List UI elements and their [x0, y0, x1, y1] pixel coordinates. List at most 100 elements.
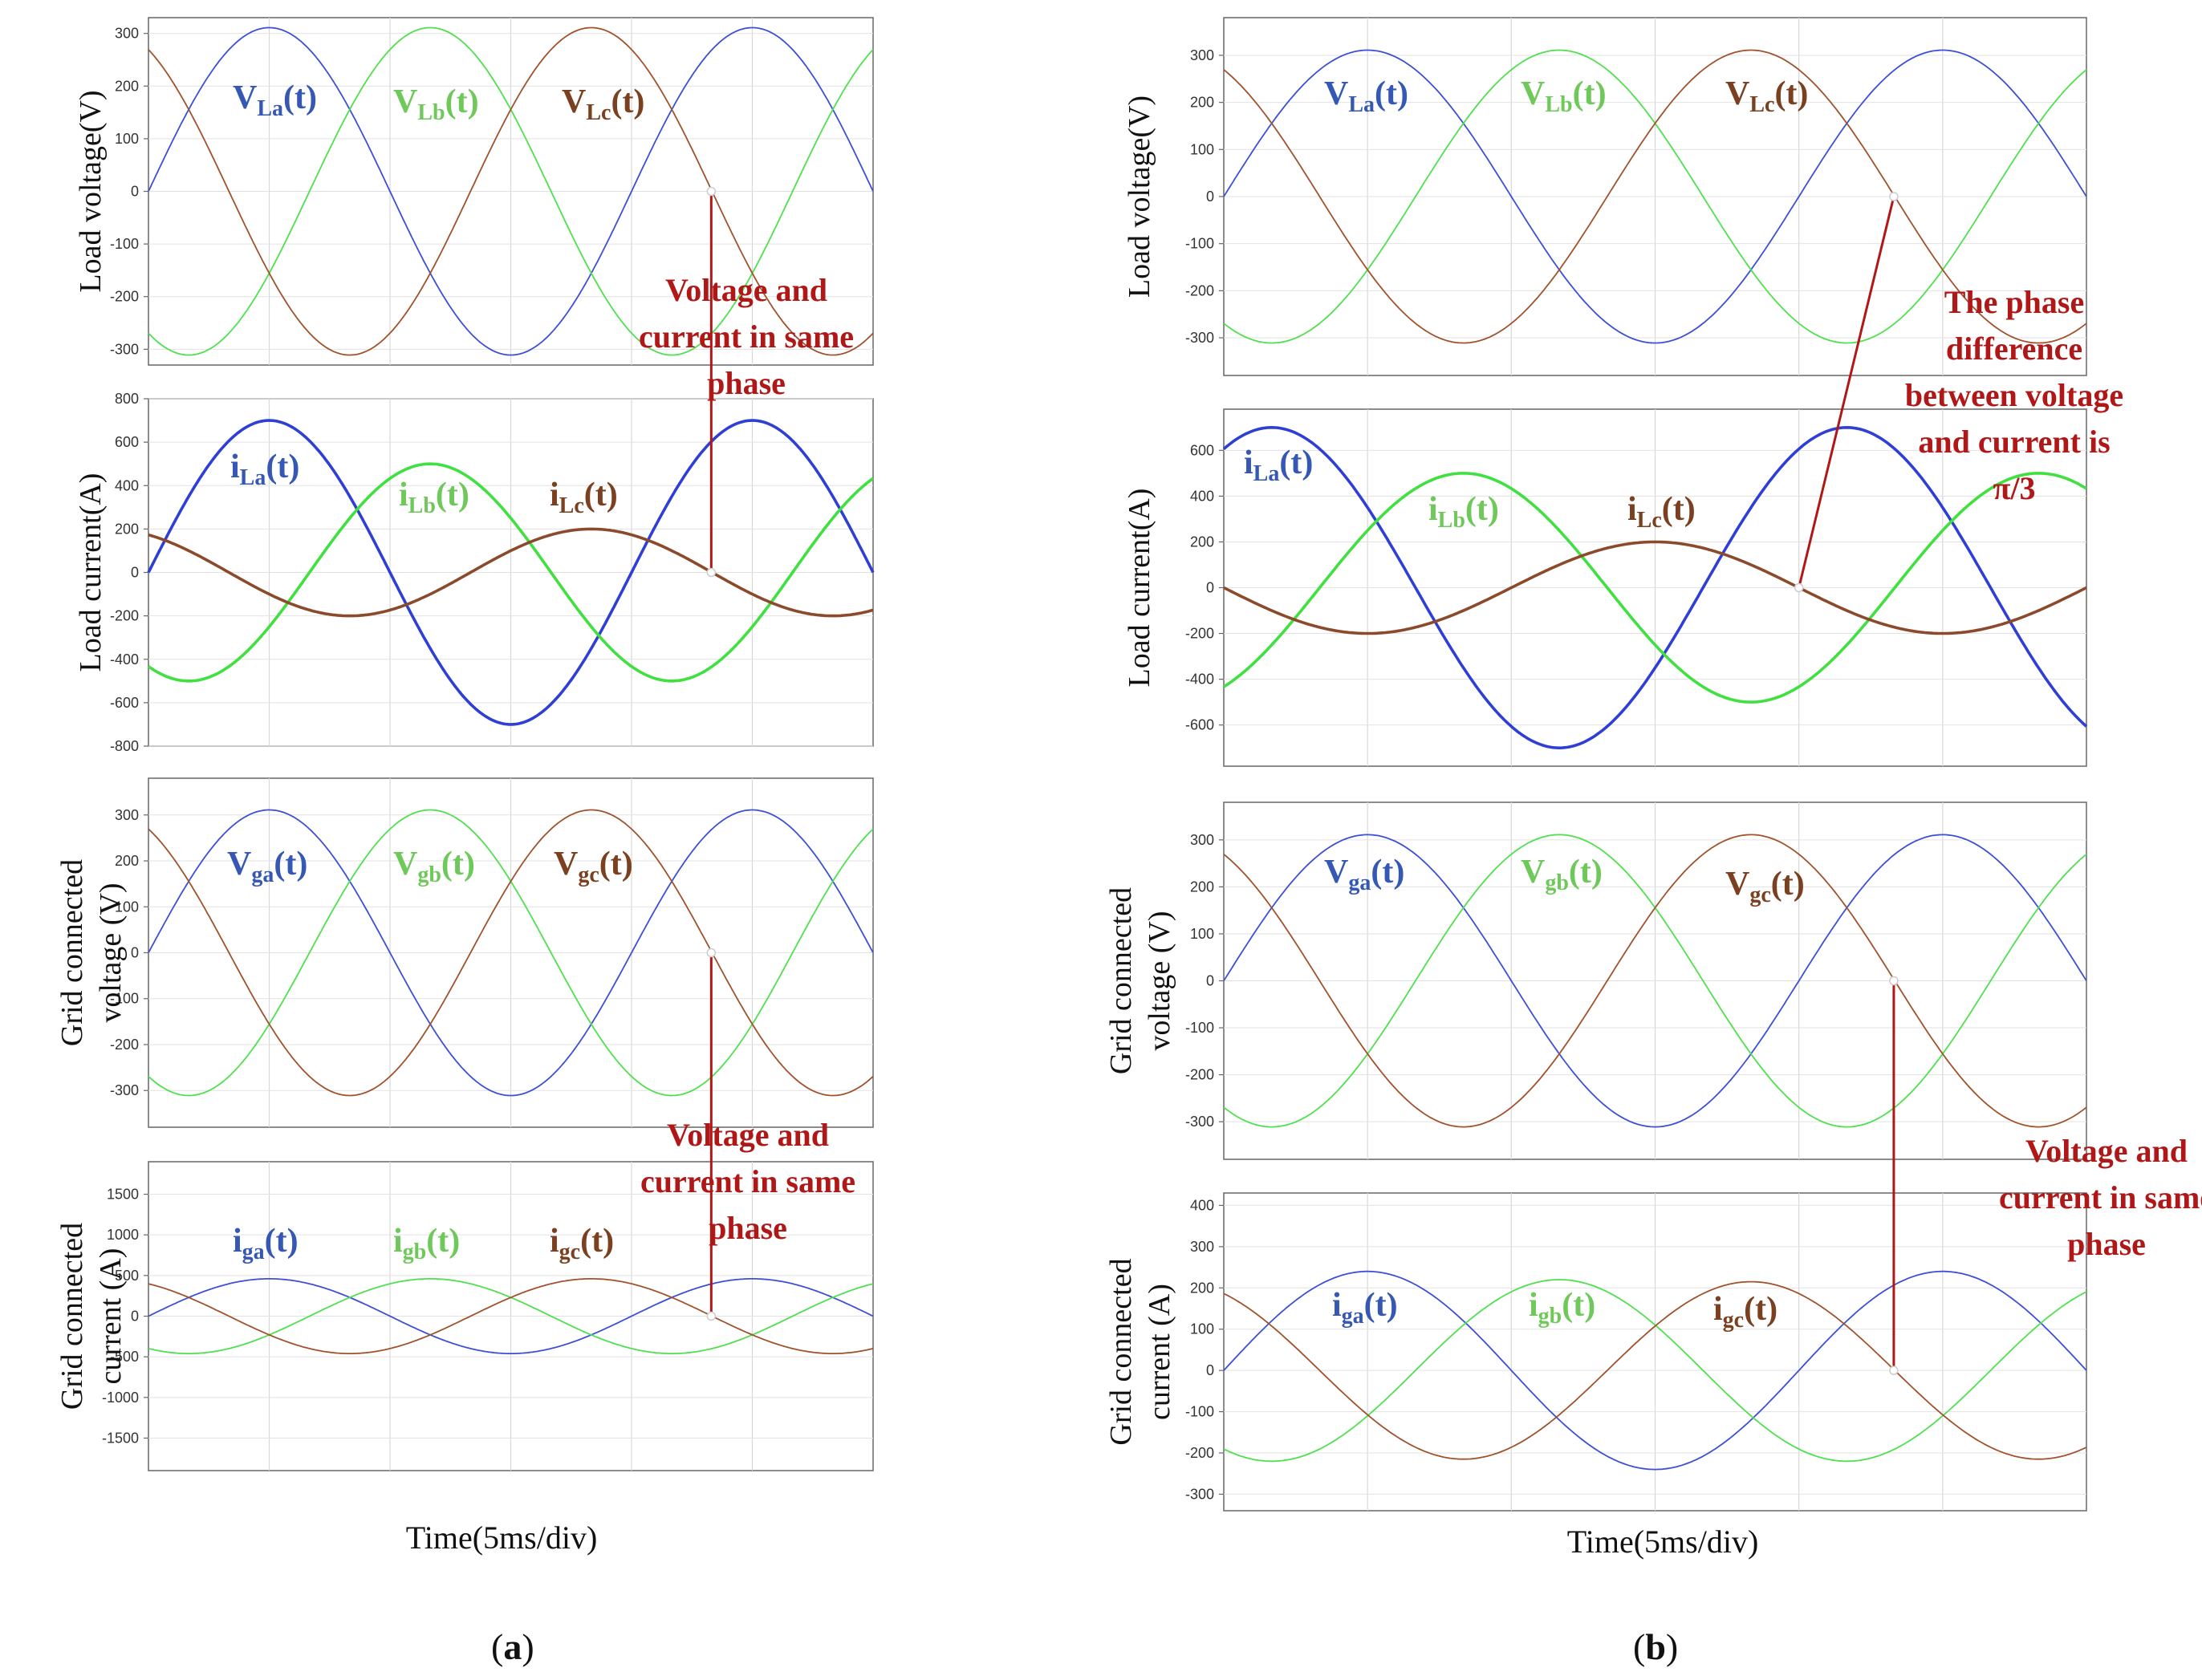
- y-tick-label: 100: [115, 899, 139, 915]
- subplot-a-4: -1500 -1000 -500 0 500 1000 1500 Grid connected…: [55, 1161, 874, 1471]
- series-La-line: [1222, 425, 2088, 749]
- series-Lb-line: [1223, 472, 2087, 704]
- series-La-label: VLa(t): [1324, 75, 1408, 117]
- y-axis-label: current (A): [94, 1248, 128, 1385]
- y-tick-label: 300: [115, 26, 139, 42]
- y-tick-label: 200: [115, 78, 139, 94]
- series-ga-label: iga(t): [233, 1223, 299, 1264]
- y-tick-label: 300: [1190, 47, 1214, 63]
- annotation-text: difference: [1946, 331, 2082, 367]
- series-La-line: [148, 26, 874, 356]
- y-tick-label: 0: [1206, 189, 1214, 205]
- annotation-text: π/3: [1993, 470, 2035, 506]
- y-tick-label: 200: [1190, 1280, 1214, 1296]
- annotation-text: phase: [709, 1210, 787, 1246]
- annotation-text: current in same: [1999, 1179, 2202, 1215]
- series-ga-label: Vga(t): [1324, 854, 1404, 895]
- annotation-text: Voltage and: [2025, 1133, 2188, 1169]
- series-gc-line: [1223, 1280, 2087, 1460]
- subplot-b-3: -300 -200 -100 0 100 200 300 Grid connected volt…: [1104, 801, 2087, 1160]
- y-tick-label: 800: [115, 391, 139, 407]
- y-tick-label: -200: [110, 608, 139, 624]
- series-La-line: [147, 419, 875, 726]
- series-gb-line: [1223, 1279, 2087, 1463]
- series-Lc-line: [1223, 540, 2087, 635]
- y-tick-label: -200: [110, 1037, 139, 1053]
- subplot-a-1: -300 -200 -100 0 100 200 300 Load voltage(V) VLa…: [74, 17, 874, 366]
- annotation-text: and current is: [1918, 424, 2110, 460]
- annotation-connector: [1798, 196, 1895, 588]
- y-tick-label: -300: [1185, 330, 1214, 346]
- panel-tag: (b): [1633, 1626, 1678, 1667]
- y-tick-label: -600: [1185, 717, 1214, 733]
- y-tick-label: -200: [1185, 626, 1214, 642]
- subplot-a-3: -300 -200 -100 0 100 200 300 Grid connected volt…: [55, 777, 874, 1128]
- series-ga-label: Vga(t): [227, 846, 307, 887]
- annotation-text: phase: [2067, 1226, 2146, 1262]
- y-tick-label: 0: [1206, 580, 1214, 596]
- y-tick-label: 1500: [107, 1187, 139, 1203]
- y-tick-label: 400: [115, 477, 139, 493]
- y-tick-label: 200: [115, 853, 139, 869]
- series-La-line: [1223, 49, 2087, 344]
- y-tick-label: -1500: [102, 1430, 139, 1446]
- y-tick-label: -500: [110, 1349, 139, 1365]
- y-axis-label: Grid connected: [55, 859, 89, 1046]
- y-tick-label: 300: [1190, 832, 1214, 848]
- y-axis-label: voltage (V): [94, 883, 128, 1022]
- series-Lb-label: VLb(t): [1521, 75, 1607, 117]
- x-axis-label: Time(5ms/div): [1567, 1524, 1759, 1560]
- series-gb-label: igb(t): [1529, 1287, 1595, 1329]
- y-tick-label: 600: [1190, 442, 1214, 458]
- x-axis-label: Time(5ms/div): [406, 1520, 598, 1556]
- y-tick-label: 0: [1206, 973, 1214, 989]
- y-axis-label: Load voltage(V): [1123, 95, 1156, 298]
- series-Lb-label: iLb(t): [1428, 491, 1499, 533]
- y-axis-label: Grid connected: [1104, 887, 1138, 1074]
- series-Lc-line: [148, 527, 874, 618]
- annotation-text: current in same: [639, 319, 854, 355]
- series-Lb-line: [148, 462, 875, 683]
- y-tick-label: 100: [115, 131, 139, 147]
- series-Lc-label: iLc(t): [1627, 491, 1696, 533]
- series-gc-label: igc(t): [550, 1223, 614, 1264]
- y-tick-label: -200: [110, 289, 139, 305]
- y-tick-label: 400: [1190, 1197, 1214, 1213]
- series-ga-label: iga(t): [1332, 1287, 1398, 1329]
- series-gc-line: [1223, 834, 2087, 1128]
- series-Lc-label: VLc(t): [1725, 75, 1808, 117]
- series-Lb-label: iLb(t): [399, 477, 469, 518]
- y-tick-label: 100: [1190, 926, 1214, 942]
- y-tick-label: -300: [110, 341, 139, 357]
- annotation-text: phase: [707, 365, 786, 401]
- y-tick-label: 200: [115, 521, 139, 537]
- y-tick-label: -100: [110, 236, 139, 252]
- subplot-b-4: -300 -200 -100 0 100 200 300 400 Grid connected c…: [1104, 1192, 2087, 1512]
- y-tick-label: -200: [1185, 1445, 1214, 1461]
- series-gb-label: Vgb(t): [1521, 854, 1603, 895]
- series-Lc-line: [1223, 49, 2087, 344]
- series-La-label: iLa(t): [230, 448, 299, 490]
- y-axis-label: Grid connected: [55, 1223, 89, 1410]
- annotation-start-dot: [1889, 192, 1899, 201]
- y-tick-label: -300: [1185, 1486, 1214, 1502]
- annotation-start-dot: [1889, 976, 1899, 986]
- series-ga-line: [1223, 1270, 2087, 1471]
- y-tick-label: -400: [110, 651, 139, 668]
- y-tick-label: 0: [1206, 1362, 1214, 1378]
- y-axis-label: Load current(A): [1123, 489, 1156, 688]
- annotation-text: between voltage: [1905, 377, 2123, 413]
- series-gc-line: [148, 1278, 874, 1354]
- y-tick-label: -200: [1185, 1067, 1214, 1083]
- phase-annotation: The phase difference between voltage and cu…: [1794, 192, 2123, 593]
- annotation-start-dot: [706, 186, 717, 197]
- series-Lc-label: VLc(t): [562, 83, 644, 125]
- y-tick-label: -100: [110, 991, 139, 1007]
- subplot-b-2: -600 -400 -200 0 200 400 600 Load current(A) iLa…: [1123, 408, 2088, 767]
- y-axis-label: Load current(A): [74, 473, 108, 672]
- phase-annotation: Voltage and current in same phase: [640, 948, 855, 1321]
- y-tick-label: 300: [115, 807, 139, 823]
- annotation-end-dot: [706, 1311, 717, 1321]
- annotation-text: Voltage and: [665, 272, 827, 308]
